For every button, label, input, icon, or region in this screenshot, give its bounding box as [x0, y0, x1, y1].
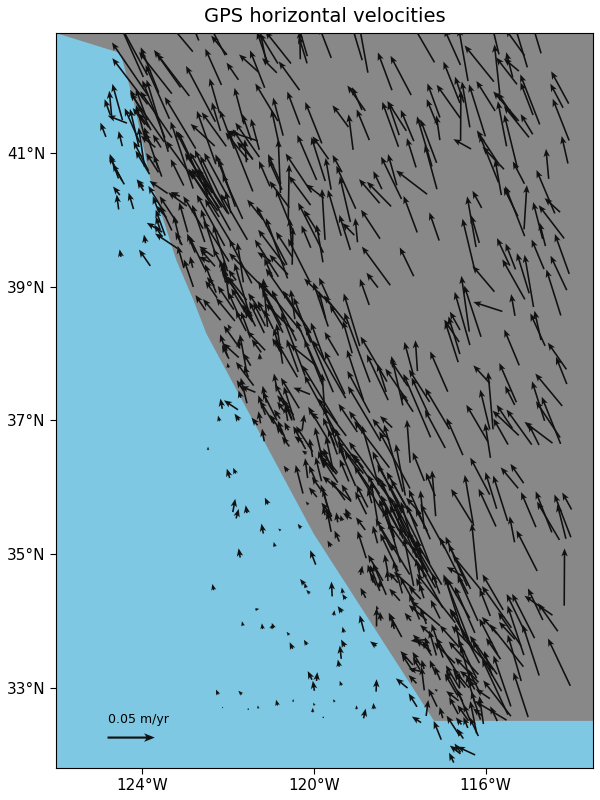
Text: 0.05 m/yr: 0.05 m/yr	[107, 713, 169, 726]
Polygon shape	[56, 33, 593, 721]
Title: GPS horizontal velocities: GPS horizontal velocities	[204, 7, 445, 26]
